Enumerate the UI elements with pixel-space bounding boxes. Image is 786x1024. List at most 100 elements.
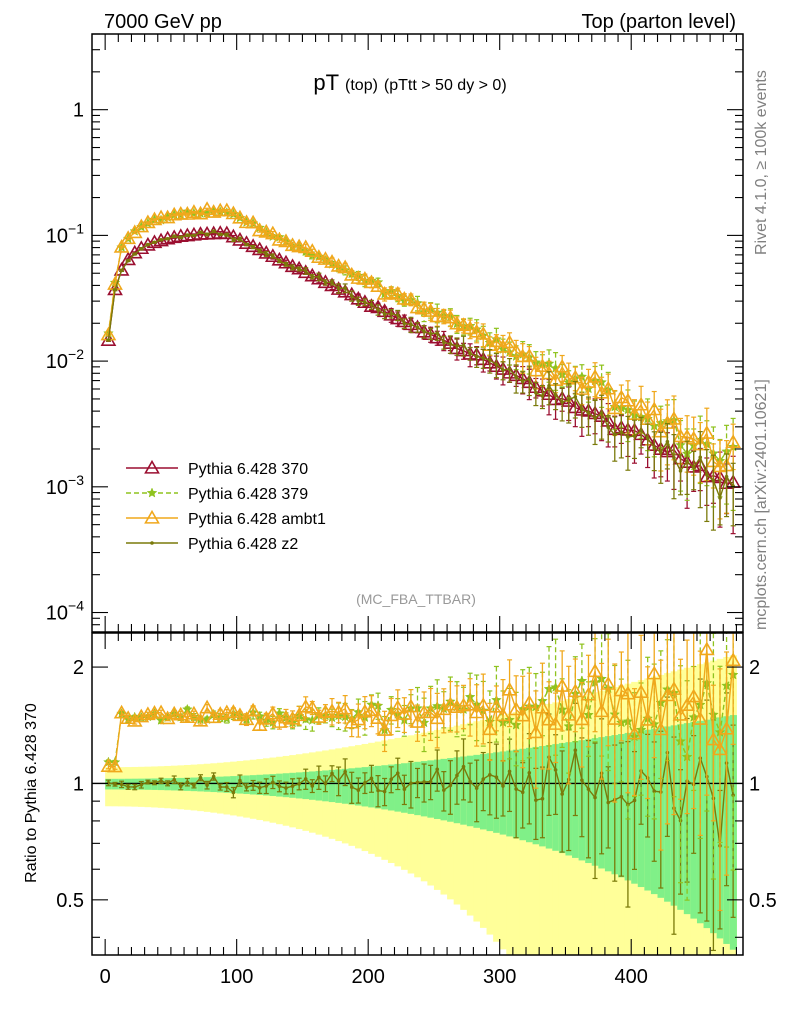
legend-label-ambt1: Pythia 6.428 ambt1 [188, 511, 326, 528]
point-ambt1 [429, 710, 446, 725]
point-ambt1 [107, 758, 123, 773]
point-z2 [547, 384, 551, 388]
point-z2 [317, 275, 321, 279]
point-ambt1 [310, 709, 327, 723]
point-ambt1 [718, 720, 735, 735]
main-y-tick-label: 10−2 [46, 346, 84, 373]
point-z2 [422, 329, 426, 334]
point-z2 [310, 274, 315, 279]
point-ambt1 [613, 682, 630, 697]
x-tick-label: 100 [220, 966, 253, 988]
point-ambt1 [698, 425, 715, 439]
point-z2 [244, 785, 249, 790]
point-ambt1 [192, 712, 209, 727]
point-z2 [139, 782, 144, 787]
point-ambt1 [501, 334, 518, 349]
main-y-tick-label: 10−4 [46, 598, 84, 625]
point-z2 [185, 233, 190, 238]
point-z2 [698, 455, 703, 460]
point-ambt1 [455, 317, 472, 332]
point-ambt1 [567, 683, 584, 698]
point-ambt1 [317, 251, 334, 265]
point-ambt1 [593, 703, 610, 718]
point-z2 [639, 428, 643, 433]
ratio-band-1sigma [341, 768, 349, 804]
legend-entry-z2: Pythia 6.428 z2 [126, 536, 298, 553]
point-z2 [415, 780, 420, 785]
point-z2 [428, 331, 433, 336]
point-z2 [652, 789, 657, 794]
point-ambt1 [403, 291, 419, 306]
point-ambt1 [527, 362, 544, 377]
point-z2 [113, 782, 117, 787]
legend-marker-z2 [150, 541, 154, 545]
point-ambt1 [403, 698, 419, 713]
point-z2 [691, 465, 696, 470]
point-z2 [619, 430, 624, 434]
point-z2 [126, 784, 130, 789]
point-z2 [336, 778, 341, 783]
legend-label-z2: Pythia 6.428 z2 [188, 536, 298, 553]
point-z2 [514, 787, 518, 791]
point-ambt1 [580, 686, 597, 701]
point-ambt1 [435, 308, 452, 322]
point-ambt1 [672, 706, 689, 721]
point-z2 [356, 299, 361, 303]
point-z2 [593, 416, 597, 420]
point-ambt1 [495, 707, 511, 722]
point-z2 [389, 311, 393, 316]
point-z2 [284, 262, 288, 267]
point-z2 [527, 377, 532, 381]
point-ambt1 [159, 209, 176, 224]
point-z2 [132, 252, 137, 256]
point-z2 [172, 777, 176, 782]
point-ambt1 [613, 389, 630, 404]
ratio-band-1sigma [197, 777, 205, 792]
point-z2 [382, 789, 387, 794]
point-z2 [652, 446, 657, 450]
legend-marker-370 [144, 459, 160, 474]
point-ambt1 [587, 369, 603, 383]
point-z2 [632, 434, 637, 438]
point-z2 [705, 472, 709, 477]
legend-label-379: Pythia 6.428 379 [188, 486, 308, 503]
point-z2 [257, 785, 262, 790]
point-z2 [225, 785, 229, 789]
point-ambt1 [291, 707, 308, 722]
point-z2 [402, 787, 407, 792]
point-ambt1 [620, 685, 636, 700]
point-z2 [297, 267, 301, 271]
point-ambt1 [527, 724, 544, 739]
legend-entry-370: Pythia 6.428 370 [126, 459, 308, 478]
point-z2 [152, 780, 157, 785]
point-ambt1 [370, 278, 386, 293]
point-z2 [560, 792, 564, 796]
point-ambt1 [547, 716, 564, 730]
point-z2 [356, 788, 361, 792]
point-z2 [534, 798, 538, 802]
point-ambt1 [126, 712, 143, 727]
point-ambt1 [179, 206, 196, 220]
point-ambt1 [153, 704, 169, 719]
point-ambt1 [422, 704, 439, 719]
point-z2 [198, 230, 203, 235]
point-z2 [560, 400, 564, 404]
point-z2 [580, 778, 584, 782]
point-ambt1 [666, 681, 682, 695]
point-z2 [442, 788, 446, 792]
point-z2 [165, 781, 170, 786]
point-z2 [218, 232, 223, 237]
point-z2 [395, 771, 400, 775]
point-z2 [238, 778, 242, 783]
point-ambt1 [218, 202, 235, 217]
ratio-y-tick-label: 2 [73, 657, 84, 679]
point-ambt1 [495, 338, 511, 353]
point-z2 [119, 782, 124, 787]
point-ambt1 [475, 697, 492, 712]
point-z2 [685, 459, 689, 464]
point-z2 [251, 245, 255, 249]
point-z2 [303, 269, 308, 273]
ratio-series-layer [100, 633, 742, 952]
point-z2 [448, 342, 453, 346]
point-z2 [626, 435, 630, 439]
